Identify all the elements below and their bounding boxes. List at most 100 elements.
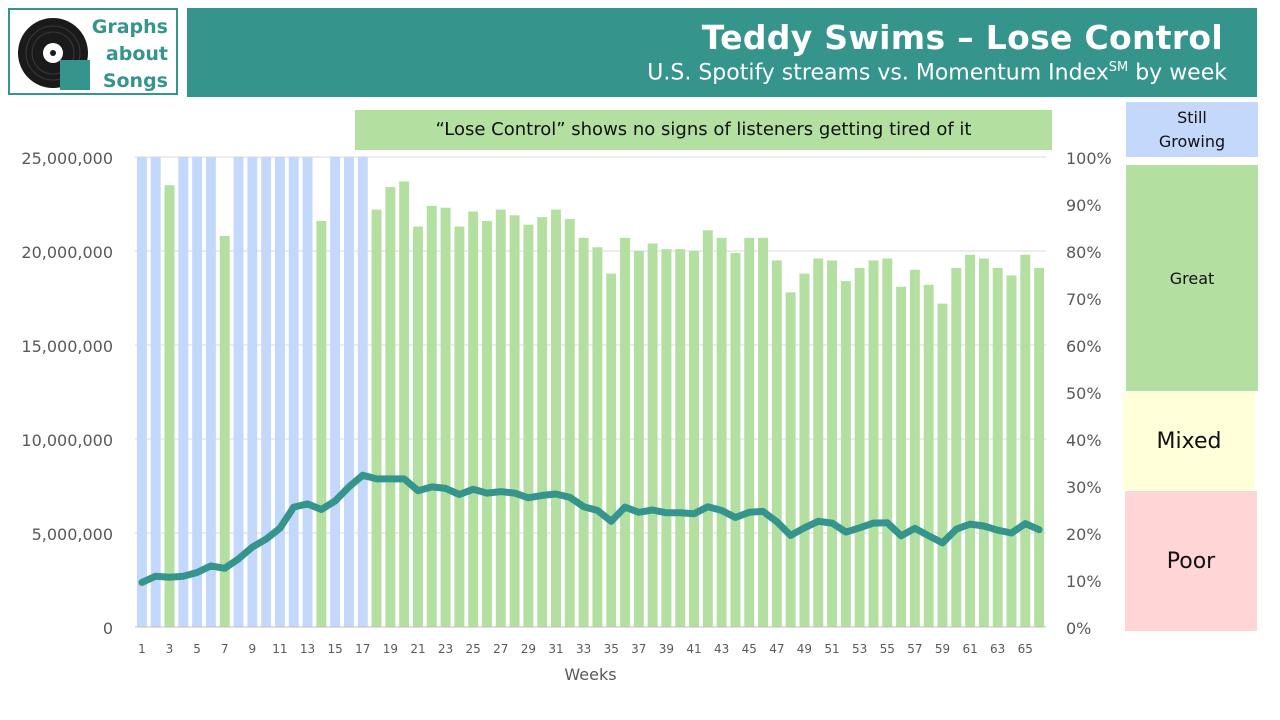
- stream-bar: [1034, 267, 1045, 627]
- x-tick-label: 59: [935, 642, 950, 656]
- stream-bar: [813, 258, 824, 627]
- header-banner: Teddy Swims – Lose Control U.S. Spotify …: [187, 8, 1257, 97]
- x-tick-label: 13: [300, 642, 315, 656]
- stream-bar: [785, 292, 796, 627]
- y-right-tick-label: 80%: [1066, 243, 1102, 262]
- y-right-tick-label: 60%: [1066, 337, 1102, 356]
- stream-bar: [164, 185, 175, 627]
- stream-bar: [523, 224, 534, 627]
- legend-still-growing-label: Still Growing: [1158, 107, 1226, 151]
- stream-bar: [357, 157, 368, 627]
- stream-bar: [854, 267, 865, 627]
- x-tick-label: 39: [659, 642, 674, 656]
- y-right-tick-label: 100%: [1066, 149, 1112, 168]
- stream-bar: [426, 205, 437, 627]
- x-tick-label: 55: [880, 642, 895, 656]
- stream-bar: [454, 226, 465, 627]
- stream-bar: [840, 281, 851, 627]
- x-tick-label: 43: [714, 642, 729, 656]
- chart-title: Teddy Swims – Lose Control: [701, 18, 1223, 57]
- stream-bar: [371, 209, 382, 627]
- momentum-index-line: [138, 471, 1043, 586]
- stream-bar: [689, 251, 699, 627]
- x-tick-label: 47: [769, 642, 784, 656]
- x-tick-label: 61: [962, 642, 977, 656]
- stream-bar: [192, 157, 203, 627]
- stream-bar: [744, 237, 755, 627]
- x-tick-label: 9: [249, 642, 257, 656]
- x-tick-label: 3: [166, 642, 174, 656]
- stream-bar: [620, 237, 630, 627]
- stream-bar: [551, 209, 561, 627]
- y-left-tick-label: 0: [103, 619, 113, 638]
- x-tick-label: 45: [742, 642, 757, 656]
- x-tick-label: 57: [907, 642, 922, 656]
- stream-bar: [702, 230, 713, 627]
- stream-bar: [247, 157, 258, 627]
- y-right-tick-label: 90%: [1066, 196, 1102, 215]
- vinyl-record-icon: [18, 18, 90, 90]
- stream-bar: [1006, 275, 1017, 627]
- y-right-tick-label: 20%: [1066, 525, 1102, 544]
- x-tick-label: 53: [852, 642, 867, 656]
- stream-bar: [316, 220, 327, 628]
- stream-bar: [399, 181, 410, 627]
- stream-bar: [468, 211, 479, 627]
- chart-subtitle: U.S. Spotify streams vs. Momentum IndexS…: [647, 60, 1227, 85]
- stream-bar: [302, 157, 313, 627]
- x-tick-label: 17: [355, 642, 370, 656]
- x-tick-label: 65: [1018, 642, 1033, 656]
- x-tick-label: 23: [438, 642, 453, 656]
- stream-bar: [440, 207, 451, 627]
- y-left-tick-label: 25,000,000: [21, 149, 113, 168]
- stream-bar: [633, 251, 644, 627]
- stream-bar: [827, 260, 838, 627]
- x-axis-title: Weeks: [564, 665, 616, 684]
- stream-bar: [150, 157, 161, 627]
- stream-bar: [343, 157, 354, 627]
- y-right-tick-label: 0%: [1066, 619, 1091, 638]
- stream-bar: [758, 237, 769, 627]
- subtitle-tail: by week: [1128, 60, 1227, 86]
- x-tick-label: 11: [272, 642, 287, 656]
- logo-text: Graphs about Songs: [91, 16, 168, 92]
- stream-bar: [495, 209, 506, 627]
- x-tick-label: 25: [466, 642, 481, 656]
- stream-bar: [965, 254, 976, 627]
- stream-bar: [937, 303, 948, 627]
- subtitle-main: U.S. Spotify streams vs. Momentum Index: [647, 60, 1109, 86]
- stream-bar: [923, 284, 934, 627]
- y-right-tick-label: 30%: [1066, 478, 1102, 497]
- x-tick-label: 51: [824, 642, 839, 656]
- y-left-tick-label: 5,000,000: [32, 525, 113, 544]
- stream-bar: [274, 157, 285, 627]
- stream-bar: [233, 157, 244, 627]
- x-tick-label: 5: [193, 642, 201, 656]
- annotation-banner: “Lose Control” shows no signs of listene…: [355, 110, 1052, 150]
- stream-bar: [592, 247, 603, 628]
- stream-bar: [730, 252, 741, 627]
- stream-bar: [771, 260, 782, 627]
- stream-bar: [509, 215, 520, 627]
- x-tick-label: 31: [548, 642, 563, 656]
- stream-bar: [178, 157, 189, 627]
- subtitle-superscript: SM: [1108, 60, 1129, 75]
- y-right-tick-label: 70%: [1066, 290, 1102, 309]
- x-tick-label: 35: [604, 642, 619, 656]
- stream-bar: [896, 286, 907, 627]
- x-tick-label: 27: [493, 642, 508, 656]
- stream-bar: [288, 157, 299, 627]
- stream-bar: [951, 267, 962, 627]
- x-tick-label: 29: [521, 642, 536, 656]
- y-right-tick-label: 40%: [1066, 431, 1102, 450]
- stream-bar: [482, 220, 492, 628]
- stream-bar: [868, 260, 879, 627]
- stream-bar: [978, 258, 989, 627]
- y-right-tick-label: 50%: [1066, 384, 1102, 403]
- stream-bar: [205, 157, 216, 627]
- x-tick-label: 63: [990, 642, 1005, 656]
- stream-bar: [261, 157, 272, 627]
- legend-poor: Poor: [1125, 491, 1257, 631]
- legend-mixed: Mixed: [1123, 392, 1255, 490]
